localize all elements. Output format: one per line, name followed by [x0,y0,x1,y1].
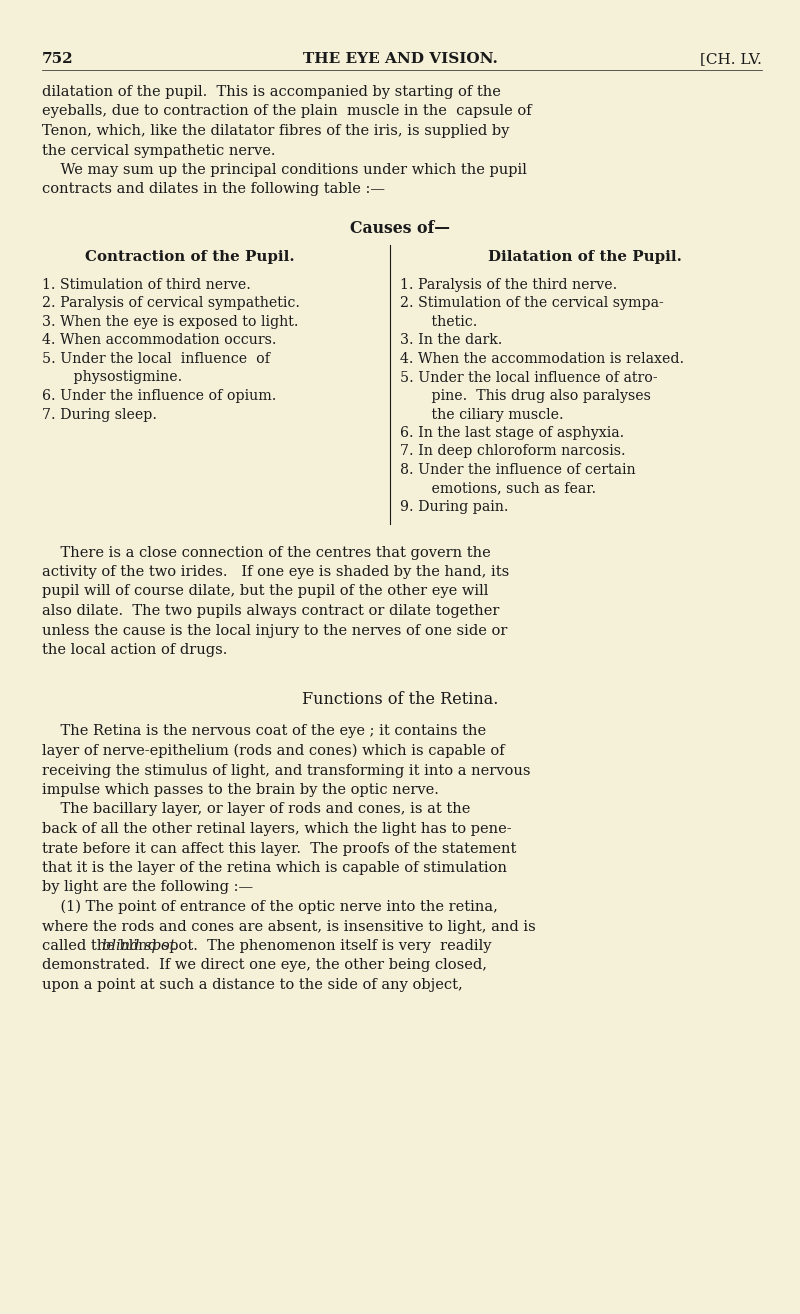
Text: the ciliary muscle.: the ciliary muscle. [400,407,564,422]
Text: activity of the two irides.   If one eye is shaded by the hand, its: activity of the two irides. If one eye i… [42,565,510,579]
Text: Causes of—: Causes of— [350,219,450,237]
Text: 4. When accommodation occurs.: 4. When accommodation occurs. [42,334,277,347]
Text: The bacillary layer, or layer of rods and cones, is at the: The bacillary layer, or layer of rods an… [42,803,470,816]
Text: THE EYE AND VISION.: THE EYE AND VISION. [302,53,498,66]
Text: 1. Paralysis of the third nerve.: 1. Paralysis of the third nerve. [400,279,618,292]
Text: blind spot: blind spot [102,940,175,953]
Text: trate before it can affect this layer.  The proofs of the statement: trate before it can affect this layer. T… [42,841,516,855]
Text: called the blind spot.  The phenomenon itself is very  readily: called the blind spot. The phenomenon it… [42,940,491,953]
Text: the local action of drugs.: the local action of drugs. [42,643,227,657]
Text: 1. Stimulation of third nerve.: 1. Stimulation of third nerve. [42,279,251,292]
Text: [CH. LV.: [CH. LV. [700,53,762,66]
Text: The Retina is the nervous coat of the eye ; it contains the: The Retina is the nervous coat of the ey… [42,724,486,738]
Text: 2. Paralysis of cervical sympathetic.: 2. Paralysis of cervical sympathetic. [42,297,300,310]
Text: unless the cause is the local injury to the nerves of one side or: unless the cause is the local injury to … [42,624,507,637]
Text: contracts and dilates in the following table :—: contracts and dilates in the following t… [42,183,385,197]
Text: Dilatation of the Pupil.: Dilatation of the Pupil. [488,250,682,264]
Text: 7. During sleep.: 7. During sleep. [42,407,157,422]
Text: thetic.: thetic. [400,315,478,328]
Text: demonstrated.  If we direct one eye, the other being closed,: demonstrated. If we direct one eye, the … [42,958,487,972]
Text: by light are the following :—: by light are the following :— [42,880,253,895]
Text: dilatation of the pupil.  This is accompanied by starting of the: dilatation of the pupil. This is accompa… [42,85,501,99]
Text: 7. In deep chloroform narcosis.: 7. In deep chloroform narcosis. [400,444,626,459]
Text: 3. In the dark.: 3. In the dark. [400,334,502,347]
Text: 5. Under the local influence of atro-: 5. Under the local influence of atro- [400,371,658,385]
Text: blind spot: blind spot [102,940,175,953]
Text: Contraction of the Pupil.: Contraction of the Pupil. [85,250,295,264]
Text: 2. Stimulation of the cervical sympa-: 2. Stimulation of the cervical sympa- [400,297,664,310]
Text: impulse which passes to the brain by the optic nerve.: impulse which passes to the brain by the… [42,783,439,798]
Text: 6. In the last stage of asphyxia.: 6. In the last stage of asphyxia. [400,426,624,440]
Text: pupil will of course dilate, but the pupil of the other eye will: pupil will of course dilate, but the pup… [42,585,488,598]
Text: Functions of the Retina.: Functions of the Retina. [302,690,498,707]
Text: We may sum up the principal conditions under which the pupil: We may sum up the principal conditions u… [42,163,527,177]
Text: 752: 752 [42,53,74,66]
Text: emotions, such as fear.: emotions, such as fear. [400,481,596,495]
Text: 3. When the eye is exposed to light.: 3. When the eye is exposed to light. [42,315,298,328]
Text: Tenon, which, like the dilatator fibres of the iris, is supplied by: Tenon, which, like the dilatator fibres … [42,124,510,138]
Text: eyeballs, due to contraction of the plain  muscle in the  capsule of: eyeballs, due to contraction of the plai… [42,105,532,118]
Text: that it is the layer of the retina which is capable of stimulation: that it is the layer of the retina which… [42,861,507,875]
Text: where the rods and cones are absent, is insensitive to light, and is: where the rods and cones are absent, is … [42,920,536,933]
Text: also dilate.  The two pupils always contract or dilate together: also dilate. The two pupils always contr… [42,604,499,618]
Text: 8. Under the influence of certain: 8. Under the influence of certain [400,463,636,477]
Text: (1) The point of entrance of the optic nerve into the retina,: (1) The point of entrance of the optic n… [42,900,498,915]
Text: 4. When the accommodation is relaxed.: 4. When the accommodation is relaxed. [400,352,684,367]
Text: 9. During pain.: 9. During pain. [400,501,509,514]
Text: physostigmine.: physostigmine. [42,371,182,385]
Text: 5. Under the local  influence  of: 5. Under the local influence of [42,352,270,367]
Text: receiving the stimulus of light, and transforming it into a nervous: receiving the stimulus of light, and tra… [42,763,530,778]
Text: layer of nerve-epithelium (rods and cones) which is capable of: layer of nerve-epithelium (rods and cone… [42,744,505,758]
Text: There is a close connection of the centres that govern the: There is a close connection of the centr… [42,545,490,560]
Text: 6. Under the influence of opium.: 6. Under the influence of opium. [42,389,276,403]
Text: back of all the other retinal layers, which the light has to pene-: back of all the other retinal layers, wh… [42,823,512,836]
Text: upon a point at such a distance to the side of any object,: upon a point at such a distance to the s… [42,978,462,992]
Text: the cervical sympathetic nerve.: the cervical sympathetic nerve. [42,143,275,158]
Text: pine.  This drug also paralyses: pine. This drug also paralyses [400,389,651,403]
